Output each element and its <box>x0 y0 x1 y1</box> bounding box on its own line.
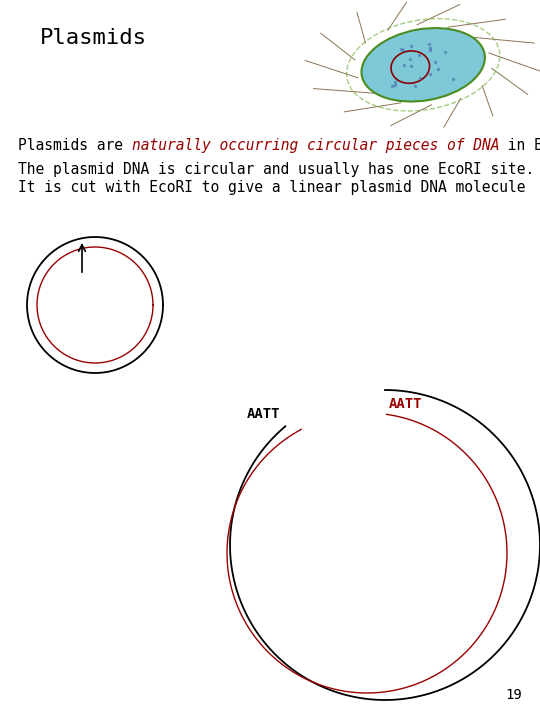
Text: It is cut with EcoRI to give a linear plasmid DNA molecule: It is cut with EcoRI to give a linear pl… <box>18 180 525 195</box>
Ellipse shape <box>361 28 485 102</box>
Text: The plasmid DNA is circular and usually has one EcoRI site.: The plasmid DNA is circular and usually … <box>18 162 534 177</box>
Text: Plasmids: Plasmids <box>40 28 147 48</box>
Text: AATT: AATT <box>247 408 280 421</box>
Text: Plasmids are: Plasmids are <box>18 138 132 153</box>
Text: 19: 19 <box>505 688 522 702</box>
Text: naturally occurring circular pieces of DNA: naturally occurring circular pieces of D… <box>132 138 500 153</box>
Text: in E. coli: in E. coli <box>500 138 540 153</box>
Text: AATT: AATT <box>388 397 422 411</box>
